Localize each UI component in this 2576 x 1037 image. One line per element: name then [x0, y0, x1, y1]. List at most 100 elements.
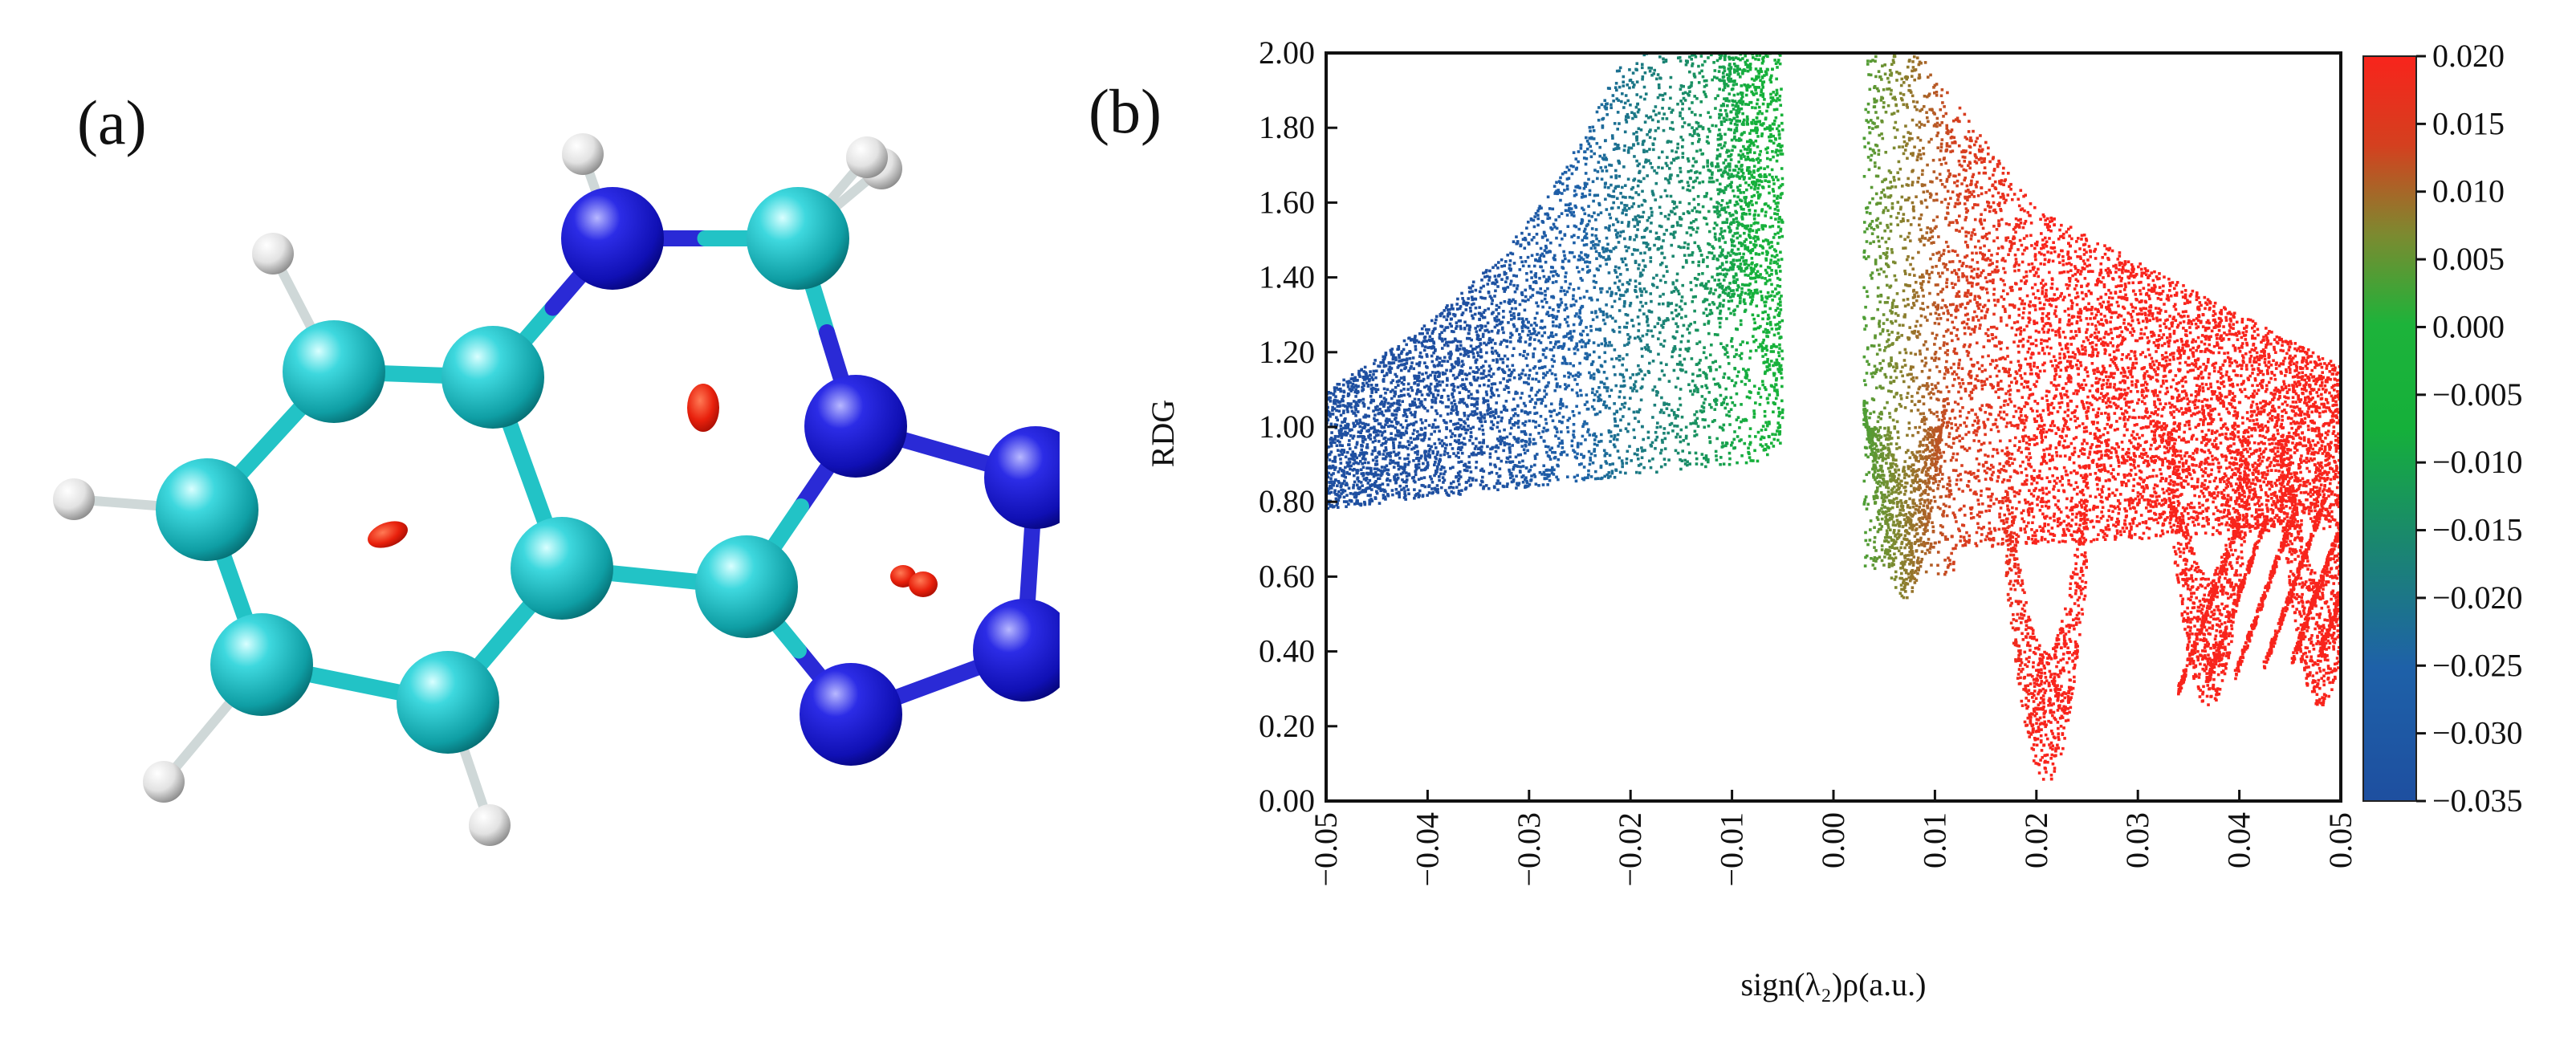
scatter-point	[1439, 472, 1443, 476]
scatter-point	[1516, 404, 1520, 408]
scatter-point	[1766, 453, 1769, 457]
scatter-point	[1401, 358, 1404, 362]
scatter-point	[1710, 311, 1714, 315]
scatter-point	[1701, 127, 1705, 131]
scatter-point	[1505, 340, 1509, 343]
isosurface-ring-2	[687, 384, 719, 432]
scatter-point	[1772, 385, 1776, 389]
scatter-point	[1457, 373, 1461, 376]
scatter-point	[1546, 195, 1550, 199]
scatter-point	[1442, 481, 1445, 484]
scatter-point	[1546, 429, 1549, 432]
scatter-point	[1493, 319, 1497, 322]
scatter-point	[1654, 390, 1658, 393]
scatter-point	[1447, 405, 1450, 409]
scatter-point	[1645, 315, 1649, 319]
scatter-point	[1473, 404, 1476, 408]
scatter-point	[1452, 399, 1456, 403]
scatter-point	[1576, 394, 1580, 397]
scatter-point	[1639, 128, 1643, 132]
scatter-point	[1555, 236, 1558, 240]
scatter-point	[1780, 349, 1784, 353]
scatter-point	[1399, 472, 1403, 476]
scatter-point	[1409, 404, 1412, 408]
scatter-point	[1740, 164, 1744, 167]
scatter-point	[1585, 352, 1589, 356]
scatter-point	[1565, 165, 1569, 169]
scatter-point	[1628, 304, 1632, 307]
scatter-point	[1641, 215, 1644, 218]
scatter-point	[1695, 218, 1698, 222]
scatter-point	[1549, 402, 1553, 406]
scatter-point	[1679, 348, 1682, 352]
scatter-point	[1651, 335, 1654, 338]
scatter-point	[1353, 491, 1357, 495]
scatter-point	[1628, 195, 1632, 199]
scatter-point	[1446, 376, 1449, 380]
scatter-point	[1474, 360, 1478, 364]
scatter-point	[1417, 433, 1421, 437]
scatter-point	[1467, 389, 1471, 393]
scatter-point	[1333, 480, 1336, 484]
scatter-point	[1672, 236, 1676, 239]
scatter-point	[1728, 282, 1732, 285]
scatter-point	[1365, 443, 1369, 446]
scatter-point	[1603, 385, 1606, 389]
scatter-point	[1598, 393, 1601, 397]
scatter-point	[1601, 247, 1605, 250]
scatter-point	[1541, 430, 1544, 433]
scatter-point	[1355, 491, 1359, 495]
scatter-point	[1482, 441, 1485, 445]
scatter-point	[1662, 60, 1666, 64]
scatter-point	[1689, 234, 1693, 237]
scatter-point	[1495, 303, 1499, 307]
scatter-point	[1748, 36, 1751, 39]
scatter-point	[1718, 128, 1721, 132]
scatter-point	[1382, 396, 1386, 401]
scatter-point	[1733, 404, 1736, 407]
scatter-point	[1519, 465, 1523, 469]
scatter-point	[1684, 258, 1688, 262]
scatter-point	[1768, 393, 1771, 396]
scatter-point	[1670, 161, 1673, 165]
scatter-point	[1414, 420, 1418, 424]
scatter-point	[1364, 415, 1367, 419]
scatter-point	[1339, 424, 1343, 428]
scatter-point	[1330, 503, 1333, 507]
scatter-point	[1519, 243, 1523, 246]
scatter-point	[1549, 241, 1553, 245]
scatter-point	[1407, 460, 1411, 464]
scatter-point	[1390, 396, 1394, 401]
scatter-point	[1450, 383, 1454, 387]
scatter-point	[1671, 282, 1675, 286]
scatter-point	[1705, 376, 1708, 380]
scatter-point	[1619, 273, 1622, 276]
scatter-point	[1338, 400, 1342, 404]
scatter-point	[1779, 227, 1783, 231]
scatter-point	[1672, 48, 1675, 51]
scatter-point	[1707, 141, 1711, 145]
scatter-point	[1591, 360, 1595, 364]
scatter-point	[1777, 410, 1781, 414]
scatter-point	[1739, 343, 1743, 347]
scatter-point	[1542, 254, 1546, 258]
scatter-point	[1377, 451, 1380, 455]
scatter-point	[1508, 442, 1512, 446]
scatter-point	[1619, 418, 1622, 422]
scatter-point	[1654, 181, 1658, 185]
scatter-point	[1355, 483, 1359, 487]
scatter-point	[1635, 136, 1638, 140]
scatter-point	[1614, 292, 1618, 295]
scatter-point	[1662, 292, 1665, 296]
scatter-point	[1593, 408, 1596, 411]
scatter-point	[1521, 459, 1524, 463]
scatter-point	[1522, 429, 1526, 433]
scatter-point	[1723, 108, 1728, 112]
scatter-point	[1481, 429, 1485, 432]
scatter-point	[1536, 398, 1540, 401]
scatter-point	[1427, 491, 1431, 494]
scatter-point	[1606, 242, 1609, 246]
scatter-point	[1592, 398, 1596, 402]
scatter-point	[1346, 394, 1350, 397]
scatter-point	[1671, 120, 1674, 124]
